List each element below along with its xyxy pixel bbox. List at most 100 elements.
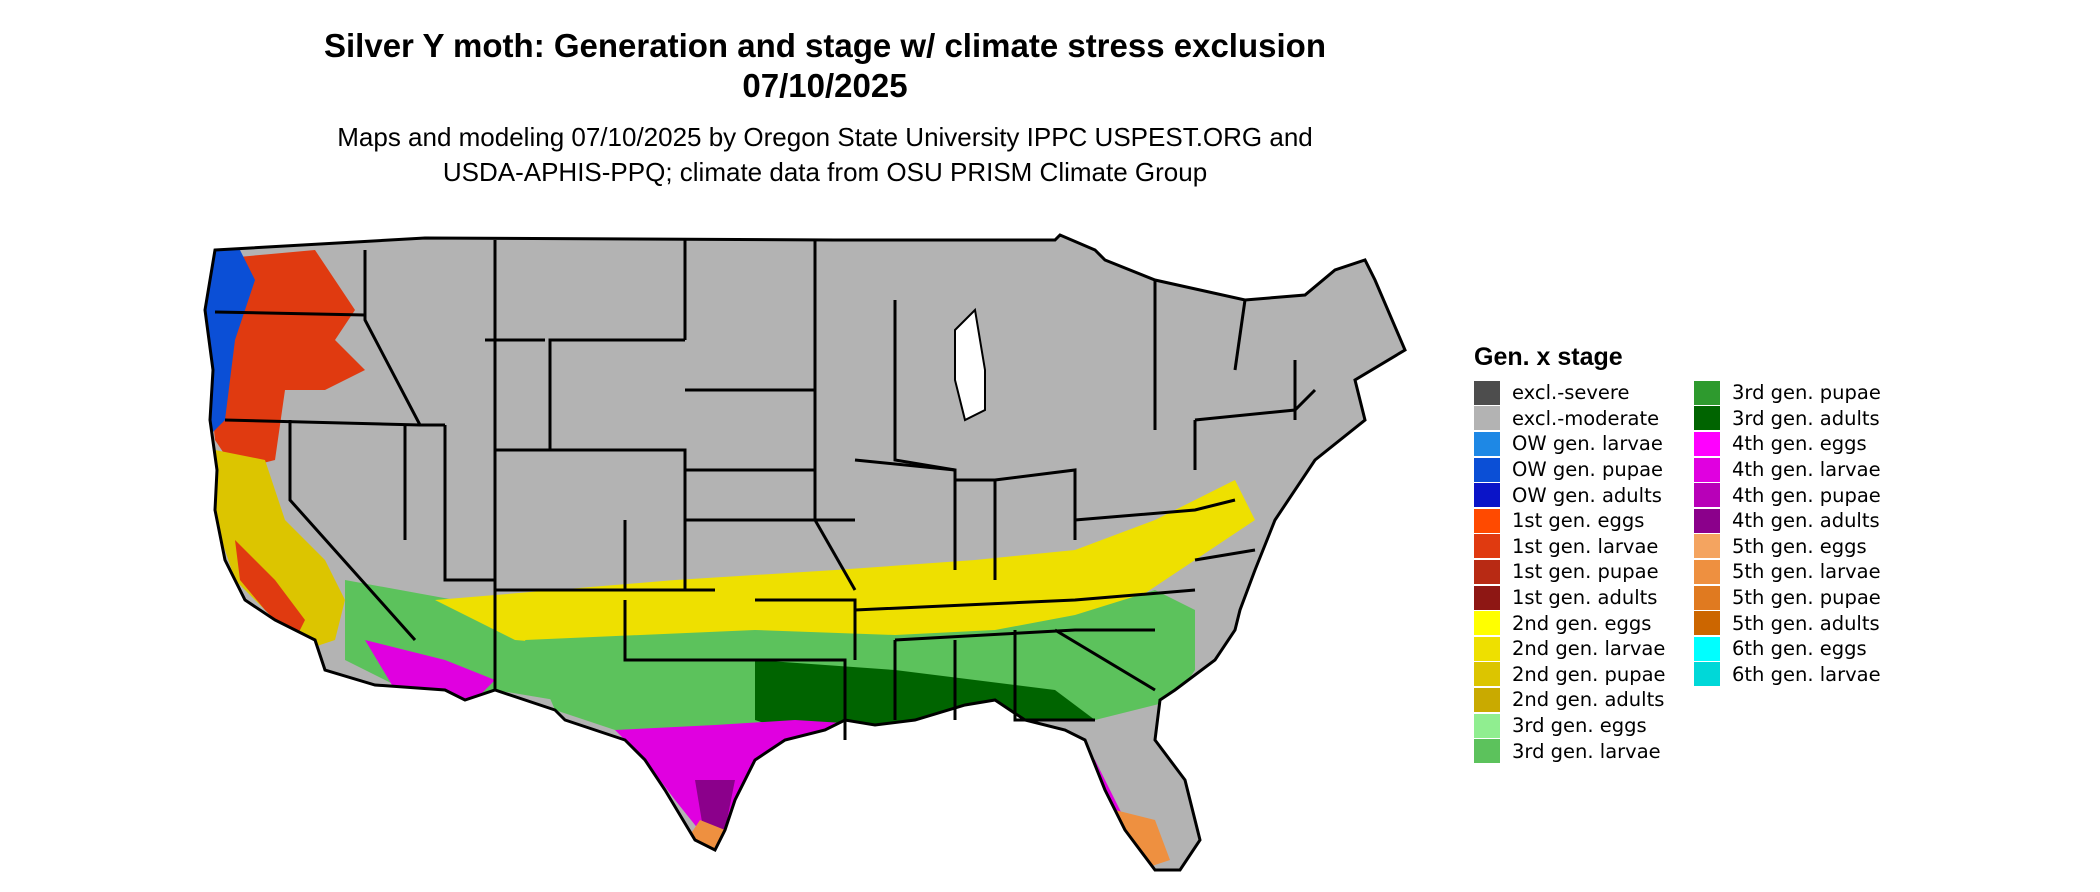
legend-item: excl.-moderate (1474, 406, 1666, 432)
legend-item: 3rd gen. pupae (1694, 380, 1881, 406)
arizona-4th-gen-region (365, 640, 495, 700)
legend-swatch (1474, 508, 1500, 533)
legend-label: 2nd gen. eggs (1512, 611, 1652, 635)
legend-label: excl.-severe (1512, 381, 1630, 405)
legend-label: 4th gen. eggs (1732, 432, 1867, 456)
legend-item: 4th gen. adults (1694, 508, 1881, 534)
legend-swatch (1474, 687, 1500, 712)
legend-swatch (1474, 713, 1500, 738)
legend-swatch (1694, 636, 1720, 661)
legend-swatch (1694, 406, 1720, 431)
legend-swatch (1694, 431, 1720, 456)
legend-item: 1st gen. pupae (1474, 559, 1666, 585)
legend-item: 3rd gen. larvae (1474, 738, 1666, 764)
excluded-moderate-region (205, 235, 1405, 870)
legend-item: 2nd gen. larvae (1474, 636, 1666, 662)
title-date: 07/10/2025 (742, 67, 908, 104)
legend-item: 4th gen. larvae (1694, 457, 1881, 483)
legend-label: 5th gen. eggs (1732, 534, 1867, 558)
legend-swatch (1474, 662, 1500, 687)
legend-column-1: excl.-severe excl.-moderate OW gen. larvae… (1474, 380, 1666, 764)
legend-item: 1st gen. adults (1474, 585, 1666, 611)
map-subtitle: Maps and modeling 07/10/2025 by Oregon S… (0, 120, 1650, 190)
legend-swatch (1474, 534, 1500, 559)
legend-swatch (1694, 508, 1720, 533)
legend-swatch (1474, 406, 1500, 431)
southern-2nd-gen-band (435, 480, 1255, 650)
legend-label: 1st gen. adults (1512, 586, 1658, 610)
legend-item: 5th gen. eggs (1694, 534, 1881, 560)
legend-swatch (1694, 559, 1720, 584)
legend-label: excl.-moderate (1512, 406, 1660, 430)
legend-swatch (1474, 636, 1500, 661)
legend-swatch (1474, 559, 1500, 584)
legend-label: 5th gen. adults (1732, 611, 1880, 635)
legend-swatch (1694, 662, 1720, 687)
legend-label: 4th gen. larvae (1732, 458, 1881, 482)
legend-swatch (1474, 611, 1500, 636)
legend-item: OW gen. pupae (1474, 457, 1666, 483)
legend-title: Gen. x stage (1474, 343, 1623, 371)
legend-item: 2nd gen. eggs (1474, 610, 1666, 636)
legend-label: 1st gen. pupae (1512, 560, 1659, 584)
legend-item: 2nd gen. pupae (1474, 662, 1666, 688)
south-texas-5th-gen-region (690, 820, 725, 852)
legend-item: OW gen. larvae (1474, 431, 1666, 457)
gulf-coast-4th-gen-region (615, 710, 1155, 870)
legend-swatch (1694, 380, 1720, 405)
legend-label: OW gen. adults (1512, 483, 1662, 507)
legend-label: 2nd gen. larvae (1512, 637, 1666, 661)
legend-label: 2nd gen. adults (1512, 688, 1665, 712)
title-text: Silver Y moth: Generation and stage w/ c… (324, 27, 1326, 64)
legend-label: 3rd gen. pupae (1732, 381, 1881, 405)
legend-swatch (1694, 585, 1720, 610)
legend-swatch (1474, 739, 1500, 764)
map-title: Silver Y moth: Generation and stage w/ c… (0, 26, 1650, 106)
legend-swatch (1474, 431, 1500, 456)
legend-swatch (1474, 457, 1500, 482)
legend-label: 2nd gen. pupae (1512, 662, 1666, 686)
legend-label: 4th gen. pupae (1732, 483, 1881, 507)
legend-swatch (1474, 380, 1500, 405)
legend-swatch (1694, 483, 1720, 508)
legend-item: 1st gen. larvae (1474, 534, 1666, 560)
model-raster (205, 235, 1405, 870)
legend-label: 1st gen. eggs (1512, 509, 1645, 533)
legend-item: 5th gen. pupae (1694, 585, 1881, 611)
legend-label: 6th gen. larvae (1732, 662, 1881, 686)
subtitle-line-1: Maps and modeling 07/10/2025 by Oregon S… (337, 122, 1313, 152)
legend-label: OW gen. larvae (1512, 432, 1663, 456)
legend-label: 6th gen. eggs (1732, 637, 1867, 661)
legend-item: 1st gen. eggs (1474, 508, 1666, 534)
lake-michigan (954, 307, 986, 422)
legend-item: 4th gen. eggs (1694, 431, 1881, 457)
legend-item: 3rd gen. eggs (1474, 713, 1666, 739)
legend-swatch (1694, 534, 1720, 559)
legend-swatch (1474, 585, 1500, 610)
state-borders (203, 233, 1407, 872)
us-map (203, 233, 1407, 872)
legend-item: 5th gen. adults (1694, 610, 1881, 636)
legend-label: 3rd gen. eggs (1512, 714, 1647, 738)
california-1st-gen-strip (235, 540, 305, 640)
legend-item: 5th gen. larvae (1694, 559, 1881, 585)
subtitle-line-2: USDA-APHIS-PPQ; climate data from OSU PR… (442, 157, 1208, 187)
legend-item: excl.-severe (1474, 380, 1666, 406)
legend-item: 6th gen. eggs (1694, 636, 1881, 662)
legend-column-2: 3rd gen. pupae 3rd gen. adults 4th gen. eg… (1694, 380, 1881, 687)
legend-label: 3rd gen. adults (1732, 406, 1880, 430)
legend-label: 4th gen. adults (1732, 509, 1880, 533)
legend-swatch (1474, 483, 1500, 508)
legend-item: 3rd gen. adults (1694, 406, 1881, 432)
legend-item: 6th gen. larvae (1694, 662, 1881, 688)
california-2nd-gen-region (215, 450, 345, 650)
south-florida-5th-gen-region (1115, 810, 1170, 870)
legend-label: 5th gen. larvae (1732, 560, 1881, 584)
legend-label: OW gen. pupae (1512, 458, 1664, 482)
legend-swatch (1694, 457, 1720, 482)
legend-item: 4th gen. pupae (1694, 482, 1881, 508)
legend-label: 5th gen. pupae (1732, 586, 1881, 610)
legend-item: 2nd gen. adults (1474, 687, 1666, 713)
legend-item: OW gen. adults (1474, 482, 1666, 508)
legend-label: 3rd gen. larvae (1512, 739, 1661, 763)
